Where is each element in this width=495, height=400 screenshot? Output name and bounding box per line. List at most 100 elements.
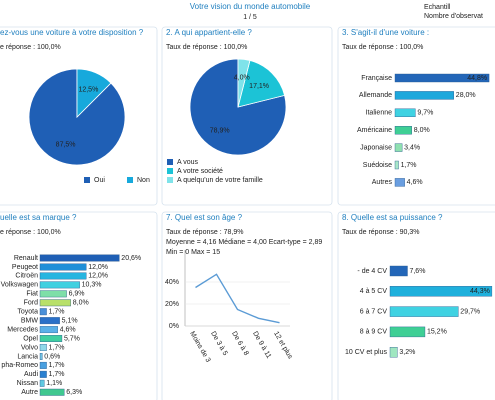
bar [39,361,47,369]
bar [389,306,459,317]
panel [161,211,333,400]
bar [39,308,47,316]
slice-label: 78,9% [210,127,230,134]
bar-category: Renault [14,255,38,262]
bar-category: 10 CV et plus [345,349,388,356]
panel-subtitle: Taux de réponse : 78,9% [166,229,243,236]
bar-value-label: 44,3% [470,288,490,295]
bar [39,370,47,378]
panel-title: 7. Quel est son âge ? [166,213,243,222]
legend-swatch [167,159,173,165]
bar-category: - de 4 CV [357,268,387,275]
bar [39,353,43,360]
bar-category: Volvo [21,344,38,351]
y-tick-label: 40% [165,279,179,286]
legend-swatch [84,177,90,183]
bar [394,91,454,100]
bar [394,178,405,187]
bar [39,254,120,262]
slice-label: 17,1% [249,83,269,90]
bar [39,317,60,325]
bar-category: Fiat [26,291,38,298]
bar-category: Autres [372,179,393,186]
legend-label: A quelqu'un de votre famille [177,177,263,184]
bar [394,125,412,135]
legend-label: A votre société [177,168,223,175]
panel-subtitle: e réponse : 100,0% [0,229,61,236]
panel-title: ez-vous une voiture à votre disposition … [0,28,144,37]
bar-category: Opel [23,335,38,342]
bar [394,108,416,118]
stats-line: Moyenne = 4,16 Médiane = 4,00 Ecart-type… [166,239,322,246]
bar-value-label: 1,7% [49,309,65,316]
legend-label: A vous [177,159,199,166]
bar-category: 8 à 9 CV [360,329,388,336]
slice-label: 12,5% [78,86,98,93]
x-tick-label: De 6 à 8 [230,330,249,357]
bar-value-label: 28,0% [456,92,476,99]
bar-category: Autre [21,389,38,396]
bar-value-label: 12,0% [88,264,108,271]
bar-value-label: 3,2% [399,349,415,356]
bar [39,263,87,271]
bar-value-label: 1,7% [49,362,65,369]
bar [389,286,493,297]
line-series [195,273,280,324]
bar [394,160,399,170]
bar-value-label: 12,0% [88,273,108,280]
bar [39,272,87,280]
bar-category: pha-Romeo [1,362,38,369]
bar-category: 4 à 5 CV [360,288,388,295]
page-number: 1 / 5 [243,14,257,21]
bar-value-label: 4,6% [60,326,76,333]
x-tick-label: De 9 à 11 [251,330,272,359]
slice-label: 87,5% [56,141,76,148]
bar [39,379,45,387]
bar-value-label: 1,7% [401,162,417,169]
panel-title: 3. S'agit-il d'une voiture : [342,28,429,37]
bar-value-label: 8,0% [73,300,89,307]
panel [337,26,495,206]
bar-value-label: 5,1% [62,317,78,324]
panel-subtitle: Taux de réponse : 90,3% [342,229,419,236]
bar-value-label: 7,6% [409,268,425,275]
panel [161,26,333,206]
bar-category: Citroën [15,273,38,280]
bar-value-label: 20,6% [121,255,141,262]
bar [39,388,65,396]
y-tick-label: 0% [169,323,179,330]
bar-value-label: 1,7% [49,344,65,351]
legend-swatch [127,177,133,183]
panel-title: 2. A qui appartient-elle ? [166,28,252,37]
bar-value-label: 29,7% [460,308,480,315]
bar-value-label: 3,4% [404,144,420,151]
bar-value-label: 6,3% [66,389,82,396]
bar-category: Audi [24,371,38,378]
legend-label: Non [137,177,150,184]
panel [0,211,158,400]
bar-category: Peugeot [12,264,38,271]
bar [389,265,408,277]
bar-value-label: 9,7% [417,110,433,117]
bar-value-label: 44,8% [467,75,487,82]
bar [39,344,47,351]
panel-subtitle: e réponse : 100,0% [0,44,61,51]
legend-swatch [167,177,173,183]
panel-subtitle: Taux de réponse : 100,0% [342,44,423,51]
bar [39,326,58,334]
sample-label: Echantill [424,4,451,11]
bar-value-label: 15,2% [427,329,447,336]
bar-category: Allemande [359,92,392,99]
bar-category: Suédoise [363,162,392,169]
x-tick-label: 12 et plus [272,330,293,360]
pie-slice [76,68,112,118]
pie-slice [237,60,286,108]
x-tick-label: Moins de 3 [188,330,211,363]
bar-category: Américaine [357,127,392,134]
bar-category: Toyota [17,309,38,316]
bar [389,347,398,358]
pie-slice [189,58,287,156]
observations-label: Nombre d'observat [424,13,483,20]
bar-category: Italienne [366,110,393,117]
bar [39,281,80,289]
